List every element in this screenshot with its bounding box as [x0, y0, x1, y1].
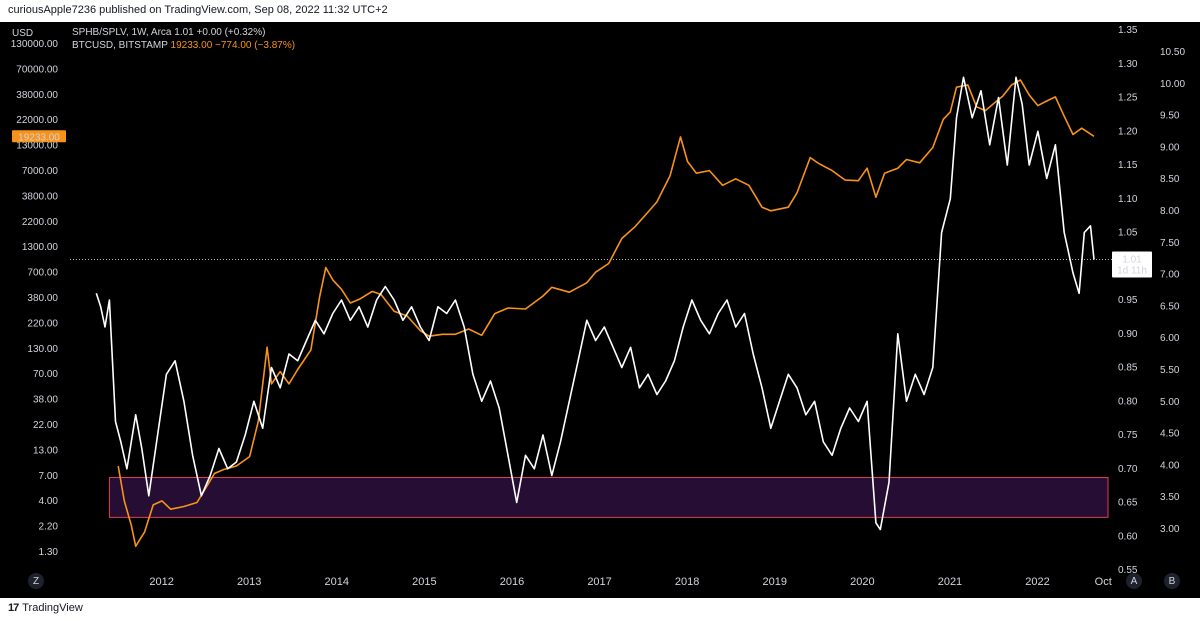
- ratio-tick-label: 1.05: [1118, 228, 1138, 239]
- left-tick-label: 7000.00: [22, 166, 59, 177]
- ratio-tick-label: 1.20: [1118, 126, 1138, 137]
- right-tick-label: 10.00: [1160, 79, 1185, 90]
- right-tick-label: 5.50: [1160, 365, 1180, 376]
- legend-btc-name: BTCUSD, BITSTAMP: [72, 40, 168, 51]
- ratio-tick-label: 1.35: [1118, 25, 1138, 36]
- left-tick-label: 130.00: [27, 344, 58, 355]
- x-tick-label: 2018: [675, 576, 699, 588]
- left-tick-label: 70.00: [33, 369, 58, 380]
- btc-price-line[interactable]: [117, 79, 1095, 547]
- publish-info: curiousApple7236 published on TradingVie…: [8, 4, 388, 16]
- left-tick-label: 1.30: [39, 547, 59, 558]
- left-tick-label: 700.00: [27, 268, 58, 279]
- left-tick-label: 22000.00: [16, 115, 58, 126]
- right-tick-label: 6.00: [1160, 333, 1180, 344]
- right-tick-label: 8.00: [1160, 206, 1180, 217]
- right-tick-label: 8.50: [1160, 174, 1180, 185]
- chart-area[interactable]: USD 130000.00 70000.00 38000.00 22000.00 1300…: [0, 22, 1200, 598]
- right-tick-label: 3.50: [1160, 492, 1180, 503]
- right-tick-label: 9.50: [1160, 111, 1180, 122]
- left-tick-label: 38000.00: [16, 90, 58, 101]
- left-tick-label: 38.00: [33, 395, 58, 406]
- left-tick-label: 130000.00: [11, 39, 59, 50]
- right-tick-label: 3.00: [1160, 524, 1180, 535]
- sphb-splv-ratio-line[interactable]: [95, 76, 1095, 531]
- scale-auto-button[interactable]: [1126, 573, 1142, 589]
- left-tick-label: 13000.00: [16, 141, 58, 152]
- x-tick-label: 2021: [938, 576, 962, 588]
- x-tick-label: 2019: [763, 576, 787, 588]
- ratio-tick-label: 0.90: [1118, 329, 1138, 340]
- x-tick-label: 2013: [237, 576, 261, 588]
- x-tick-label: 2012: [149, 576, 173, 588]
- x-tick-label: 2016: [500, 576, 524, 588]
- left-tick-label: 380.00: [27, 293, 58, 304]
- right-tick-label: 4.00: [1160, 460, 1180, 471]
- scale-z-button-label: Z: [33, 576, 39, 587]
- left-tick-label: 2.20: [39, 522, 59, 533]
- x-tick-label: 2020: [850, 576, 874, 588]
- ratio-tick-label: 1.15: [1118, 160, 1138, 171]
- ratio-tick-label: 0.95: [1118, 295, 1138, 306]
- legend-btc-series[interactable]: BTCUSD, BITSTAMP 19233.00 −774.00 (−3.87…: [72, 39, 295, 52]
- left-tick-label: 70000.00: [16, 64, 58, 75]
- left-tick-label: 22.00: [33, 420, 58, 431]
- legend-btc-values: 19233.00 −774.00 (−3.87%): [170, 40, 296, 51]
- left-tick-label: 2200.00: [22, 217, 59, 228]
- right-tick-label: 6.50: [1160, 301, 1180, 312]
- ratio-tick-label: 0.85: [1118, 363, 1138, 374]
- ratio-tick-label: 0.75: [1118, 430, 1138, 441]
- right-tick-label: 4.50: [1160, 429, 1180, 440]
- scale-b-button-label: B: [1169, 576, 1176, 587]
- left-axis-unit: USD: [12, 28, 33, 39]
- right-tick-label: 7.00: [1160, 270, 1180, 281]
- left-tick-label: 4.00: [39, 496, 59, 507]
- x-tick-label: 2017: [587, 576, 611, 588]
- series-legend: SPHB/SPLV, 1W, Arca 1.01 +0.00 (+0.32%) …: [72, 26, 295, 52]
- ratio-tick-label: 1.25: [1118, 93, 1138, 104]
- ratio-tick-label: 1.10: [1118, 194, 1138, 205]
- footer: 17 TradingView: [0, 598, 1200, 621]
- right-tick-label: 5.00: [1160, 397, 1180, 408]
- legend-ratio-series[interactable]: SPHB/SPLV, 1W, Arca 1.01 +0.00 (+0.32%): [72, 27, 266, 38]
- publish-header: curiousApple7236 published on TradingVie…: [0, 0, 1200, 23]
- ratio-tick-label: 0.70: [1118, 464, 1138, 475]
- left-tick-label: 1300.00: [22, 242, 59, 253]
- right-tick-label: 10.50: [1160, 47, 1185, 58]
- left-tick-label: 3800.00: [22, 191, 59, 202]
- left-tick-label: 13.00: [33, 445, 58, 456]
- right-tick-label: 9.00: [1160, 142, 1180, 153]
- ratio-tick-label: 0.65: [1118, 498, 1138, 509]
- btc-price-tag-label: 19233.00: [18, 132, 60, 143]
- current-value-label: 1.01: [1122, 255, 1142, 266]
- current-value-tag: [1112, 251, 1152, 278]
- x-tick-label: 2015: [412, 576, 436, 588]
- left-tick-label: 220.00: [27, 318, 58, 329]
- tv-logo-icon: 17: [8, 602, 19, 614]
- x-tick-label: 2022: [1025, 576, 1049, 588]
- scale-auto-button-label: A: [1131, 576, 1138, 587]
- ratio-tick-label: 0.60: [1118, 531, 1138, 542]
- left-tick-label: 7.00: [39, 471, 59, 482]
- tradingview-logo[interactable]: 17 TradingView: [8, 602, 83, 614]
- scale-b-button[interactable]: [1164, 573, 1180, 589]
- ratio-tick-label: 0.55: [1118, 565, 1138, 576]
- scale-z-button[interactable]: [28, 573, 44, 589]
- btc-price-tag: [12, 130, 66, 143]
- x-tick-label: Oct: [1095, 576, 1112, 588]
- highlight-zone[interactable]: [108, 477, 1109, 518]
- tradingview-label: TradingView: [22, 602, 83, 614]
- countdown-label: 1d 11h: [1117, 266, 1147, 277]
- ratio-tick-label: 0.80: [1118, 396, 1138, 407]
- right-tick-label: 7.50: [1160, 238, 1180, 249]
- x-tick-label: 2014: [325, 576, 349, 588]
- ratio-tick-label: 1.30: [1118, 59, 1138, 70]
